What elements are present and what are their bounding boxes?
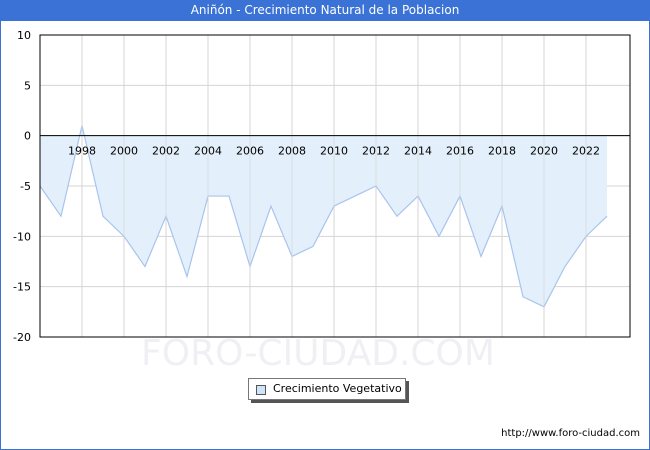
source-url: http://www.foro-ciudad.com	[501, 428, 640, 439]
x-tick-label: 2022	[572, 145, 600, 158]
x-tick-label: 2014	[404, 145, 432, 158]
x-tick-label: 2020	[530, 145, 558, 158]
x-tick-label: 2012	[362, 145, 390, 158]
y-tick-label: -15	[13, 281, 31, 294]
x-tick-label: 2002	[152, 145, 180, 158]
x-tick-label: 2004	[194, 145, 222, 158]
chart-title: Aniñón - Crecimiento Natural de la Pobla…	[0, 0, 650, 21]
watermark: FORO-CIUDAD.COM	[141, 333, 495, 374]
plot-border	[39, 34, 631, 338]
legend: Crecimiento Vegetativo	[248, 378, 406, 400]
x-tick-label: 2010	[320, 145, 348, 158]
y-tick-label: -10	[13, 230, 31, 243]
y-tick-label: 10	[17, 29, 31, 42]
x-tick-label: 2006	[236, 145, 264, 158]
legend-label: Crecimiento Vegetativo	[273, 382, 402, 395]
data-line	[39, 125, 608, 308]
x-tick-label: 1998	[68, 145, 96, 158]
y-tick-label: -20	[13, 331, 31, 344]
legend-swatch-icon	[256, 385, 266, 395]
y-tick-label: 5	[24, 79, 31, 92]
x-tick-label: 2018	[488, 145, 516, 158]
y-tick-label: 0	[24, 130, 31, 143]
x-tick-label: 2016	[446, 145, 474, 158]
y-tick-label: -5	[20, 180, 31, 193]
x-tick-label: 2008	[278, 145, 306, 158]
x-tick-label: 2000	[110, 145, 138, 158]
